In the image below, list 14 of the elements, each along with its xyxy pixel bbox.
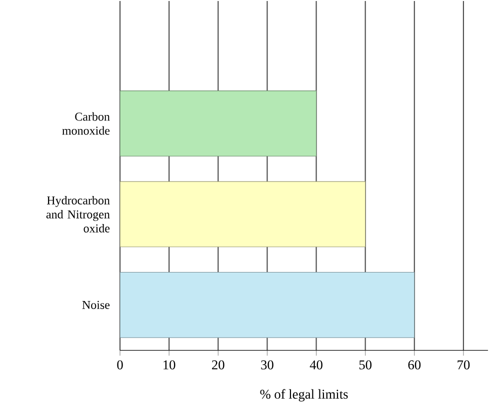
x-tick-label: 70 xyxy=(458,360,470,370)
x-tick-label: 40 xyxy=(310,360,322,370)
x-tick-label: 50 xyxy=(359,360,372,370)
x-tick-label: 0 xyxy=(117,360,123,370)
y-tick-label: Noise xyxy=(82,300,110,310)
y-tick-label: Hydrocarbon and Nitrogen oxide xyxy=(46,196,110,232)
x-axis-title: % of legal limits xyxy=(260,389,348,402)
y-tick-label: Carbon monoxide xyxy=(62,112,110,135)
x-tick-label: 10 xyxy=(164,360,176,370)
bar xyxy=(120,90,317,156)
bar xyxy=(120,272,415,338)
x-tick-label: 20 xyxy=(212,360,224,370)
x-tick-label: 30 xyxy=(261,360,274,370)
x-tick-label: 60 xyxy=(408,360,421,370)
